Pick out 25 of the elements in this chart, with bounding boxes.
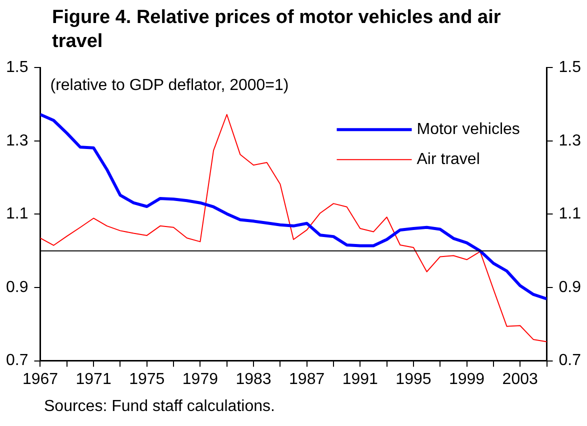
legend-label: Air travel — [416, 151, 480, 168]
x-tick-label: 1983 — [236, 370, 272, 388]
y-tick-label: 0.7 — [6, 352, 28, 370]
x-tick-label: 1987 — [289, 370, 325, 388]
x-tick-label: 1971 — [76, 370, 112, 388]
y-tick-label: 0.9 — [6, 278, 28, 296]
x-tick-label: 1991 — [342, 370, 378, 388]
x-tick-label: 1999 — [448, 370, 485, 388]
chart-title: Figure 4. Relative prices of motor vehicles and air travel — [52, 6, 502, 54]
y2-tick-label: 0.7 — [558, 352, 582, 370]
y2-tick-label: 1.5 — [558, 59, 582, 76]
text: (relative to GDP deflator, 2000=1) — [50, 77, 289, 94]
y2-tick-label: 1.3 — [558, 132, 582, 150]
x-tick-label: 1967 — [22, 370, 58, 388]
legend-label: Motor vehicles — [416, 121, 520, 138]
y2-tick-label: 0.9 — [558, 278, 582, 296]
y2-tick-label: 1.1 — [558, 206, 582, 223]
y-tick-label: 1.3 — [6, 132, 28, 150]
x-tick-label: 1979 — [182, 370, 218, 388]
y-tick-label: 1.1 — [6, 206, 28, 223]
x-tick-label: 1975 — [129, 370, 165, 388]
source-note: Sources: Fund staff calculations. — [44, 398, 275, 416]
x-tick-label: 1995 — [396, 370, 432, 388]
x-tick-label: 2003 — [502, 370, 538, 388]
y-tick-label: 1.5 — [6, 59, 28, 76]
